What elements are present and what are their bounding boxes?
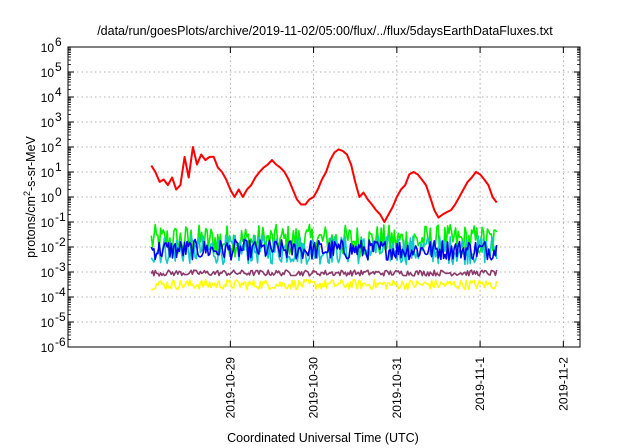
- y-tick-label: 10: [41, 316, 55, 330]
- x-tick-label: 2019-10-31: [390, 357, 404, 419]
- y-tick-exponent: 3: [55, 110, 62, 124]
- x-axis-ticks: 2019-10-29 2019-10-30 2019-10-31 2019-11-1 2…: [223, 47, 570, 418]
- y-tick-label: 10: [41, 216, 55, 230]
- x-axis-label: Coordinated Universal Time (UTC): [227, 431, 419, 445]
- y-tick-exponent: 6: [55, 35, 62, 49]
- y-tick-label: 10: [41, 141, 55, 155]
- y-tick-exponent: 4: [55, 85, 62, 99]
- y-axis-label-sup: 2: [22, 191, 32, 196]
- y-tick-label: 10: [41, 66, 55, 80]
- y-tick-exponent: 2: [55, 135, 62, 149]
- y-tick-exponent: 1: [55, 160, 62, 174]
- y-tick-exponent: -5: [55, 310, 66, 324]
- y-tick-label: 10: [41, 341, 55, 355]
- y-tick-label: 10: [41, 191, 55, 205]
- y-tick-label: 10: [41, 166, 55, 180]
- series-layer: [150, 146, 498, 291]
- series-line-0: [150, 146, 498, 223]
- y-tick-exponent: -6: [55, 335, 66, 349]
- x-tick-label: 2019-10-29: [223, 357, 237, 419]
- y-tick-exponent: -4: [55, 285, 66, 299]
- x-tick-label: 2019-11-2: [556, 357, 570, 411]
- series-band-3: [150, 238, 498, 261]
- y-tick-exponent: -3: [55, 260, 66, 274]
- y-axis-label-part2: -s-sr-MeV: [24, 135, 38, 191]
- x-tick-label: 2019-11-1: [473, 357, 487, 411]
- y-tick-exponent: -2: [55, 235, 66, 249]
- y-tick-exponent: -1: [55, 210, 66, 224]
- y-tick-label: 10: [41, 241, 55, 255]
- y-axis-label: protons/cm2-s-sr-MeV: [22, 135, 38, 257]
- y-tick-exponent: 0: [55, 185, 62, 199]
- series-band-5: [150, 269, 498, 277]
- y-tick-label: 10: [41, 116, 55, 130]
- y-tick-label: 10: [41, 41, 55, 55]
- y-axis-label-part1: protons/cm: [24, 196, 38, 258]
- y-tick-label: 10: [41, 266, 55, 280]
- y-axis-ticks: 10 -610 -510 -410 -310 -210 -110 010 110 210 310 41…: [41, 35, 580, 355]
- x-tick-label: 2019-10-30: [307, 357, 321, 419]
- y-tick-label: 10: [41, 291, 55, 305]
- y-tick-exponent: 5: [55, 60, 62, 74]
- chart-title: /data/run/goesPlots/archive/2019-11-02/0…: [97, 24, 553, 38]
- y-tick-label: 10: [41, 91, 55, 105]
- series-band-4: [151, 278, 498, 291]
- grid-lines: [68, 47, 580, 347]
